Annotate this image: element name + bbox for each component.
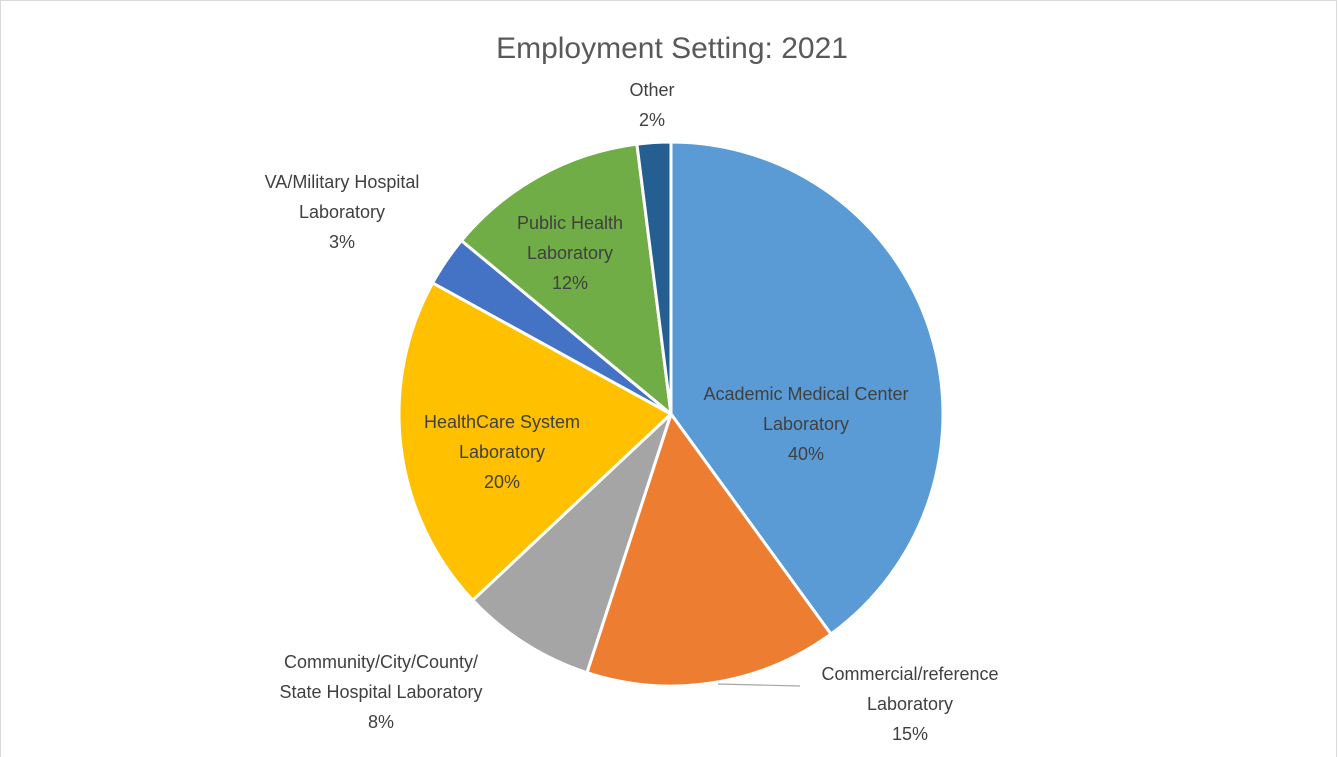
pie-slices bbox=[397, 140, 945, 688]
pie-slice-6 bbox=[635, 140, 673, 416]
pie-slice-1 bbox=[585, 412, 833, 688]
chart-title: Employment Setting: 2021 bbox=[496, 32, 848, 65]
leader-lines bbox=[717, 683, 801, 687]
slice-label-5: Public Health Laboratory 12% bbox=[517, 213, 623, 293]
slice-label-2: Community/City/County/State Hospital Lab… bbox=[279, 652, 482, 732]
slice-label-1: Commercial/reference Laboratory 15% bbox=[821, 664, 998, 744]
slice-label-4: VA/Military Hospital Laboratory 3% bbox=[265, 172, 420, 252]
slice-label-0: Academic Medical Center Laboratory 40% bbox=[703, 384, 908, 464]
leader-line-commercial bbox=[717, 683, 801, 687]
pie-slice-3 bbox=[397, 281, 673, 602]
pie-slice-0 bbox=[669, 140, 945, 636]
pie-slice-5 bbox=[459, 142, 673, 416]
slice-labels: Academic Medical Center Laboratory 40% Comm… bbox=[265, 80, 999, 744]
pie-slice-2 bbox=[471, 412, 673, 675]
slice-label-3: HealthCare System Laboratory 20% bbox=[424, 412, 580, 492]
slice-label-6: Other 2% bbox=[629, 80, 674, 130]
